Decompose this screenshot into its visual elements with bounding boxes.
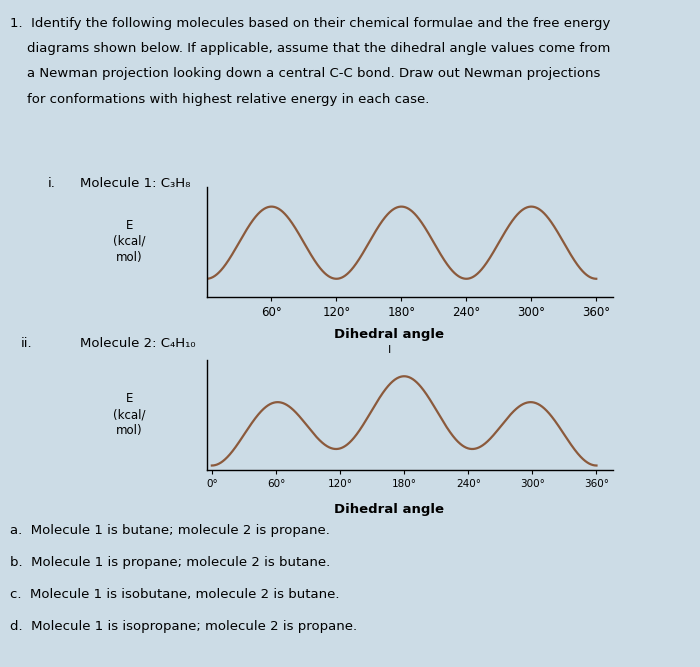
Text: I: I bbox=[388, 346, 391, 356]
Text: E
(kcal/
mol): E (kcal/ mol) bbox=[113, 392, 146, 438]
Text: ii.: ii. bbox=[21, 337, 33, 350]
Text: for conformations with highest relative energy in each case.: for conformations with highest relative … bbox=[10, 93, 430, 105]
Text: 1.  Identify the following molecules based on their chemical formulae and the fr: 1. Identify the following molecules base… bbox=[10, 17, 611, 29]
Text: a.  Molecule 1 is butane; molecule 2 is propane.: a. Molecule 1 is butane; molecule 2 is p… bbox=[10, 524, 330, 536]
Text: a Newman projection looking down a central C-C bond. Draw out Newman projections: a Newman projection looking down a centr… bbox=[10, 67, 601, 80]
Text: Molecule 2: C₄H₁₀: Molecule 2: C₄H₁₀ bbox=[80, 337, 196, 350]
Text: i.: i. bbox=[48, 177, 55, 189]
Text: Dihedral angle: Dihedral angle bbox=[334, 327, 444, 341]
Text: Molecule 1: C₃H₈: Molecule 1: C₃H₈ bbox=[80, 177, 191, 189]
Text: b.  Molecule 1 is propane; molecule 2 is butane.: b. Molecule 1 is propane; molecule 2 is … bbox=[10, 556, 330, 568]
Text: E
(kcal/
mol): E (kcal/ mol) bbox=[113, 219, 146, 264]
Text: Dihedral angle: Dihedral angle bbox=[334, 504, 444, 516]
Text: d.  Molecule 1 is isopropane; molecule 2 is propane.: d. Molecule 1 is isopropane; molecule 2 … bbox=[10, 620, 358, 632]
Text: diagrams shown below. If applicable, assume that the dihedral angle values come : diagrams shown below. If applicable, ass… bbox=[10, 42, 611, 55]
Text: c.  Molecule 1 is isobutane, molecule 2 is butane.: c. Molecule 1 is isobutane, molecule 2 i… bbox=[10, 588, 340, 600]
